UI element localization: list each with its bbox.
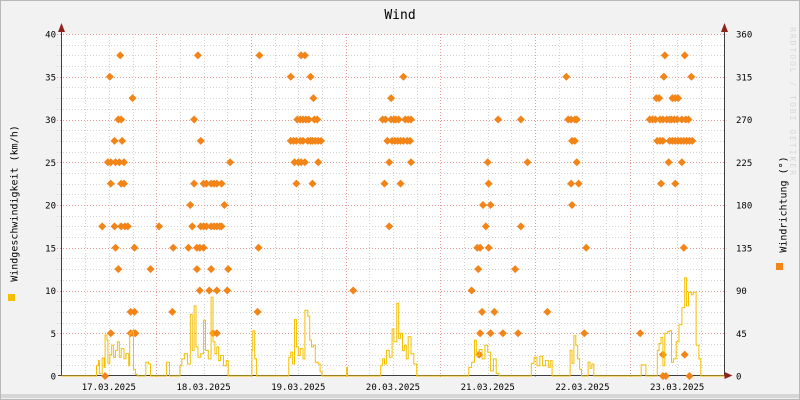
svg-text:90: 90 [736,287,747,297]
bottom-border-strip [1,394,799,398]
svg-text:25: 25 [45,159,56,169]
svg-text:135: 135 [736,244,752,254]
svg-text:22.03.2025: 22.03.2025 [555,383,609,393]
svg-text:18.03.2025: 18.03.2025 [176,383,230,393]
svg-text:180: 180 [736,202,752,212]
svg-text:360: 360 [736,31,752,41]
svg-text:23.03.2025: 23.03.2025 [650,383,704,393]
svg-text:20.03.2025: 20.03.2025 [366,383,420,393]
svg-text:315: 315 [736,73,752,83]
svg-text:0: 0 [736,373,741,383]
svg-text:45: 45 [736,330,747,340]
plot-area: 0 5 10 15 20 25 30 35 40 0 45 90 135 180 225 270 315 360 1… [1,1,800,400]
svg-text:17.03.2025: 17.03.2025 [82,383,136,393]
svg-text:20: 20 [45,202,56,212]
svg-text:35: 35 [45,73,56,83]
svg-text:225: 225 [736,159,752,169]
svg-text:270: 270 [736,116,752,126]
wind-chart-figure: Wind Windgeschwindigkeit (km/h) Windrich… [0,0,800,400]
svg-text:19.03.2025: 19.03.2025 [271,383,325,393]
svg-text:30: 30 [45,116,56,126]
svg-text:10: 10 [45,287,56,297]
svg-text:21.03.2025: 21.03.2025 [461,383,515,393]
svg-text:40: 40 [45,31,56,41]
svg-text:5: 5 [51,330,56,340]
svg-text:0: 0 [51,373,56,383]
svg-text:15: 15 [45,244,56,254]
